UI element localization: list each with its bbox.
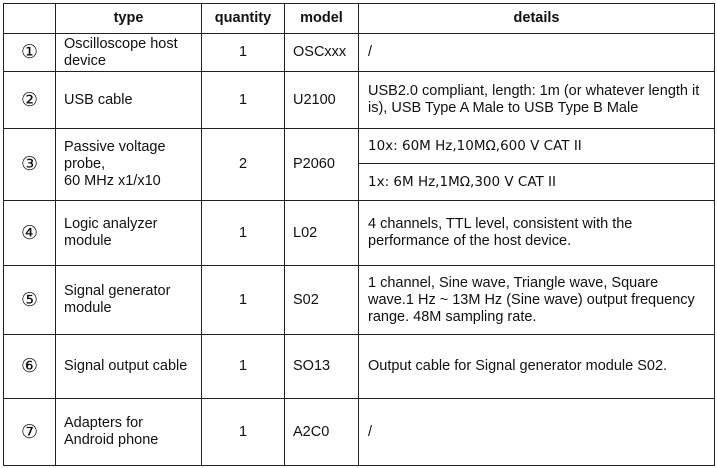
row-type: Signal generator module xyxy=(55,265,202,335)
row-quantity: 1 xyxy=(201,398,285,466)
row-type-line: Passive voltage probe, xyxy=(64,139,166,172)
row-details-1x: 1x: 6M Hz,1MΩ,300 V CAT II xyxy=(358,163,715,201)
row-type: USB cable xyxy=(55,71,202,129)
row-quantity: 1 xyxy=(201,200,285,266)
row-details-10x: 10x: 60M Hz,10MΩ,600 V CAT II xyxy=(358,128,715,164)
row-model: A2C0 xyxy=(284,398,359,466)
row-model: L02 xyxy=(284,200,359,266)
row-details: / xyxy=(358,33,715,72)
row-quantity: 1 xyxy=(201,33,285,72)
row-index: ② xyxy=(3,71,56,129)
row-quantity: 2 xyxy=(201,128,285,201)
row-type-line: 60 MHz x1/x10 xyxy=(64,173,161,189)
row-quantity: 1 xyxy=(201,334,285,399)
table-row: ⑤ Signal generator module 1 S02 1 channe… xyxy=(3,265,715,335)
row-details: Output cable for Signal generator module… xyxy=(358,334,715,399)
row-quantity: 1 xyxy=(201,71,285,129)
row-details: / xyxy=(358,398,715,466)
row-model: S02 xyxy=(284,265,359,335)
table-row: ⑦ Adapters for Android phone 1 A2C0 / xyxy=(3,398,715,466)
table-row: ④ Logic analyzer module 1 L02 4 channels… xyxy=(3,200,715,266)
header-index xyxy=(3,3,56,34)
row-index: ③ xyxy=(3,128,56,201)
row-type: Oscilloscope host device xyxy=(55,33,202,72)
header-model: model xyxy=(284,3,359,34)
table-row: ① Oscilloscope host device 1 OSCxxx / xyxy=(3,33,715,72)
row-index: ① xyxy=(3,33,56,72)
table-row-sub: 1x: 6M Hz,1MΩ,300 V CAT II xyxy=(4,163,715,201)
row-details: USB2.0 compliant, length: 1m (or whateve… xyxy=(358,71,715,129)
row-model: SO13 xyxy=(284,334,359,399)
header-details: details xyxy=(358,3,715,34)
header-quantity: quantity xyxy=(201,3,285,34)
row-index: ④ xyxy=(3,200,56,266)
row-model: P2060 xyxy=(284,128,359,201)
row-type: Logic analyzer module xyxy=(55,200,202,266)
header-row: type quantity model details xyxy=(3,3,715,34)
row-quantity: 1 xyxy=(201,265,285,335)
row-details: 1 channel, Sine wave, Triangle wave, Squ… xyxy=(358,265,715,335)
row-details: 4 channels, TTL level, consistent with t… xyxy=(358,200,715,266)
table-row: ③ Passive voltage probe, 60 MHz x1/x10 2 … xyxy=(3,128,715,201)
row-type: Passive voltage probe, 60 MHz x1/x10 xyxy=(55,128,202,201)
row-model: U2100 xyxy=(284,71,359,129)
row-type: Adapters for Android phone xyxy=(55,398,202,466)
row-model: OSCxxx xyxy=(284,33,359,72)
row-index: ⑦ xyxy=(3,398,56,466)
table-row: ② USB cable 1 U2100 USB2.0 compliant, le… xyxy=(3,71,715,129)
header-type: type xyxy=(55,3,202,34)
accessories-table: type quantity model details ① Oscillosco… xyxy=(3,3,715,466)
row-index: ⑤ xyxy=(3,265,56,335)
table-row: ⑥ Signal output cable 1 SO13 Output cabl… xyxy=(3,334,715,399)
row-type: Signal output cable xyxy=(55,334,202,399)
row-index: ⑥ xyxy=(3,334,56,399)
